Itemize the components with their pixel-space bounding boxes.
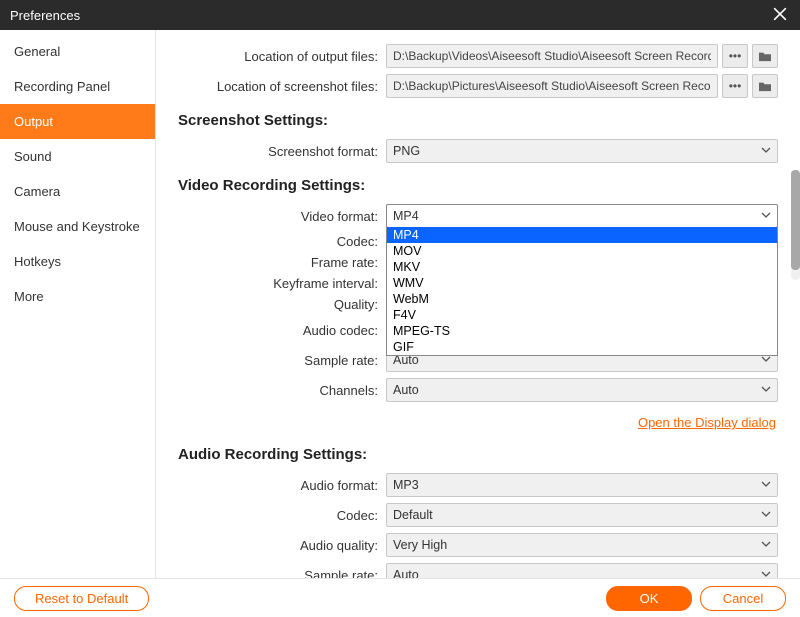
more-icon[interactable]: •••	[722, 44, 748, 68]
video-format-value: MP4	[393, 209, 419, 223]
audio-quality-label: Audio quality:	[156, 538, 386, 553]
channels-row: Channels: Auto	[156, 378, 778, 402]
sidebar-item-output[interactable]: Output	[0, 104, 155, 139]
audio-codec-value2: Default	[393, 508, 433, 522]
screenshot-format-label: Screenshot format:	[156, 144, 386, 159]
audio-sample-rate-label: Sample rate:	[156, 568, 386, 579]
channels-label: Channels:	[156, 383, 386, 398]
screenshot-path-input[interactable]	[386, 74, 718, 98]
dropdown-option[interactable]: MPEG-TS	[387, 323, 777, 339]
chevron-down-icon	[761, 478, 771, 492]
audio-format-value: MP3	[393, 478, 419, 492]
content: Location of output files: ••• Location o…	[156, 30, 800, 578]
audio-sample-rate-row: Sample rate: Auto	[156, 563, 778, 578]
folder-icon[interactable]	[752, 44, 778, 68]
titlebar: Preferences	[0, 0, 800, 30]
dropdown-option[interactable]: WMV	[387, 275, 777, 291]
video-codec-label: Codec:	[156, 234, 386, 249]
video-format-label: Video format:	[156, 209, 386, 224]
video-framerate-label: Frame rate:	[156, 255, 386, 270]
audio-sample-rate-value: Auto	[393, 568, 419, 578]
chevron-down-icon	[761, 508, 771, 522]
chevron-down-icon	[761, 209, 771, 223]
ok-button[interactable]: OK	[606, 586, 692, 611]
open-display-dialog-link[interactable]: Open the Display dialog	[638, 415, 776, 430]
chevron-down-icon	[761, 538, 771, 552]
reset-button[interactable]: Reset to Default	[14, 586, 149, 611]
output-path-input[interactable]	[386, 44, 718, 68]
video-quality-label: Quality:	[156, 297, 386, 312]
video-format-select[interactable]: MP4 MP4 MOV MKV WMV WebM F4V MPEG-TS GIF	[386, 204, 778, 228]
screenshot-format-value: PNG	[393, 144, 420, 158]
audio-codec-label: Audio codec:	[156, 323, 386, 338]
video-settings-title: Video Recording Settings:	[178, 177, 778, 194]
sidebar: General Recording Panel Output Sound Cam…	[0, 30, 156, 578]
sidebar-item-recording-panel[interactable]: Recording Panel	[0, 69, 155, 104]
channels-value: Auto	[393, 383, 419, 397]
screenshot-format-row: Screenshot format: PNG	[156, 139, 778, 163]
audio-codec-row2: Codec: Default	[156, 503, 778, 527]
display-link-row: Open the Display dialog	[156, 414, 776, 432]
dropdown-option[interactable]: MP4	[387, 227, 777, 243]
scrollbar-thumb[interactable]	[791, 170, 800, 270]
window-title: Preferences	[10, 8, 80, 23]
more-icon[interactable]: •••	[722, 74, 748, 98]
sidebar-item-more[interactable]: More	[0, 279, 155, 314]
sidebar-item-mouse-keystroke[interactable]: Mouse and Keystroke	[0, 209, 155, 244]
audio-sample-rate-select[interactable]: Auto	[386, 563, 778, 578]
output-path-row: Location of output files: •••	[156, 44, 778, 68]
screenshot-path-label: Location of screenshot files:	[156, 79, 386, 94]
dropdown-option[interactable]: GIF	[387, 339, 777, 355]
audio-codec-label2: Codec:	[156, 508, 386, 523]
footer: Reset to Default OK Cancel	[0, 578, 800, 617]
folder-icon[interactable]	[752, 74, 778, 98]
audio-format-label: Audio format:	[156, 478, 386, 493]
screenshot-path-row: Location of screenshot files: •••	[156, 74, 778, 98]
sidebar-item-general[interactable]: General	[0, 34, 155, 69]
screenshot-settings-title: Screenshot Settings:	[178, 112, 778, 129]
close-icon[interactable]	[770, 5, 790, 26]
sample-rate-label: Sample rate:	[156, 353, 386, 368]
screenshot-format-select[interactable]: PNG	[386, 139, 778, 163]
audio-quality-value: Very High	[393, 538, 447, 552]
dropdown-option[interactable]: WebM	[387, 291, 777, 307]
sidebar-item-sound[interactable]: Sound	[0, 139, 155, 174]
audio-quality-select[interactable]: Very High	[386, 533, 778, 557]
video-format-row: Video format: MP4 MP4 MOV MKV WMV WebM F…	[156, 204, 778, 228]
audio-format-select[interactable]: MP3	[386, 473, 778, 497]
scrollbar[interactable]	[791, 170, 800, 280]
cancel-button[interactable]: Cancel	[700, 586, 786, 611]
chevron-down-icon	[761, 568, 771, 578]
sidebar-item-camera[interactable]: Camera	[0, 174, 155, 209]
audio-codec-select2[interactable]: Default	[386, 503, 778, 527]
main: General Recording Panel Output Sound Cam…	[0, 30, 800, 578]
chevron-down-icon	[761, 383, 771, 397]
output-path-label: Location of output files:	[156, 49, 386, 64]
channels-select[interactable]: Auto	[386, 378, 778, 402]
dropdown-option[interactable]: MKV	[387, 259, 777, 275]
audio-quality-row: Audio quality: Very High	[156, 533, 778, 557]
audio-settings-title: Audio Recording Settings:	[178, 446, 778, 463]
video-format-dropdown: MP4 MOV MKV WMV WebM F4V MPEG-TS GIF	[386, 227, 778, 356]
audio-format-row: Audio format: MP3	[156, 473, 778, 497]
sidebar-item-hotkeys[interactable]: Hotkeys	[0, 244, 155, 279]
dropdown-option[interactable]: MOV	[387, 243, 777, 259]
video-keyframe-label: Keyframe interval:	[156, 276, 386, 291]
chevron-down-icon	[761, 144, 771, 158]
dropdown-option[interactable]: F4V	[387, 307, 777, 323]
